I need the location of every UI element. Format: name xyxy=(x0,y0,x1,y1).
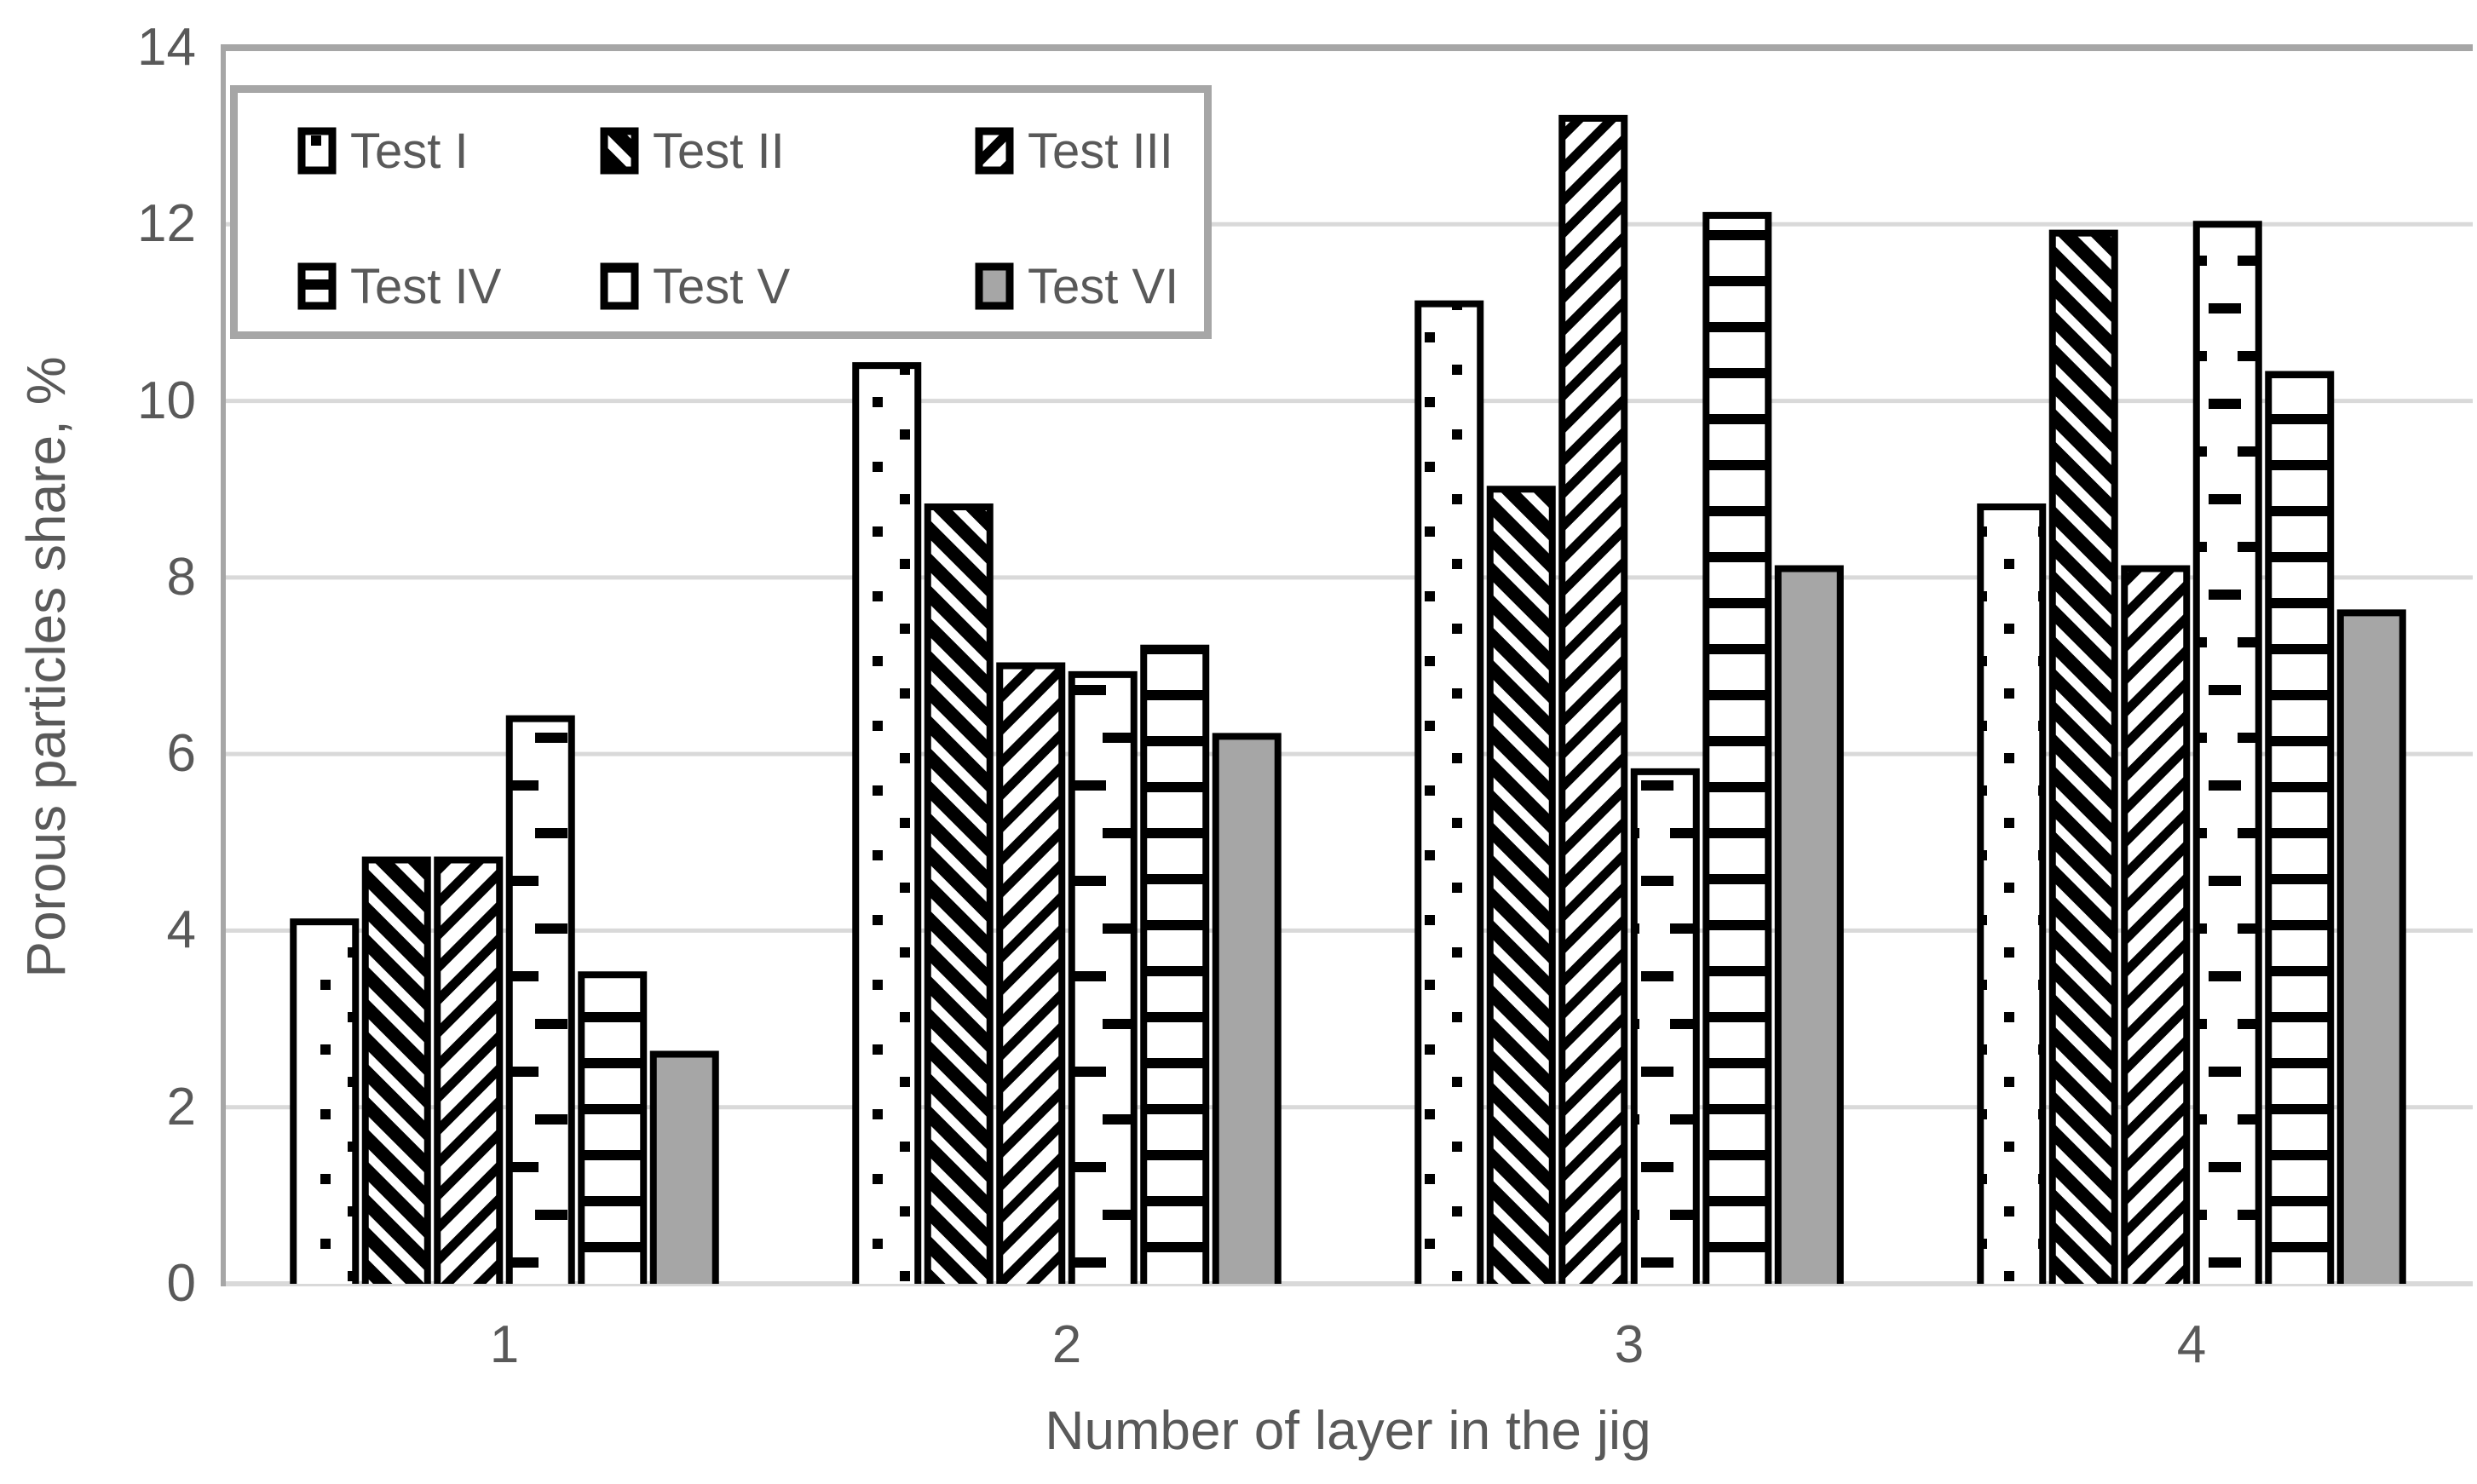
legend-swatch-dense-hatch-icon xyxy=(600,127,639,175)
bar-test-ii-layer-4 xyxy=(2048,229,2118,1284)
y-tick-label: 2 xyxy=(166,1077,196,1136)
legend-swatch-hlines-icon xyxy=(600,262,639,310)
bar-test-v-layer-3 xyxy=(1702,211,1772,1284)
x-tick-label: 3 xyxy=(1614,1315,1645,1374)
legend-item-test-iii: Test III xyxy=(975,123,1204,179)
bar-test-vi-layer-3 xyxy=(1774,565,1844,1284)
y-tick-label: 0 xyxy=(166,1254,196,1313)
y-tick-label: 4 xyxy=(166,900,196,960)
legend-item-test-v: Test V xyxy=(600,258,975,314)
bar-test-iii-layer-4 xyxy=(2121,565,2191,1284)
bar-test-vi-layer-4 xyxy=(2336,609,2406,1284)
bar-test-iv-layer-2 xyxy=(1068,670,1138,1284)
legend-label: Test VI xyxy=(1028,258,1179,314)
bar-test-iv-layer-3 xyxy=(1630,768,1700,1284)
bar-test-iii-layer-3 xyxy=(1558,114,1628,1284)
bar-test-i-layer-1 xyxy=(290,918,360,1284)
legend-label: Test II xyxy=(653,123,785,179)
y-tick-label: 14 xyxy=(137,18,196,77)
y-tick-label: 8 xyxy=(166,547,196,607)
legend-item-test-vi: Test VI xyxy=(975,258,1204,314)
legend-item-test-i: Test I xyxy=(297,123,600,179)
bar-test-i-layer-2 xyxy=(852,362,922,1284)
bar-test-iii-layer-1 xyxy=(434,856,504,1284)
x-axis-title: Number of layer in the jig xyxy=(1045,1400,1651,1461)
bar-test-i-layer-4 xyxy=(1977,503,2047,1284)
bar-test-vi-layer-2 xyxy=(1212,733,1282,1284)
legend-item-test-iv: Test IV xyxy=(297,258,600,314)
x-tick-label: 4 xyxy=(2176,1315,2207,1374)
legend-swatch-light-hatch-icon xyxy=(975,127,1014,175)
bar-test-vi-layer-1 xyxy=(649,1050,719,1284)
bar-test-v-layer-1 xyxy=(578,971,648,1284)
legend-swatch-dashes-icon xyxy=(297,262,337,310)
y-tick-label: 12 xyxy=(137,194,196,254)
bar-test-ii-layer-2 xyxy=(924,503,994,1284)
legend-label: Test V xyxy=(653,258,791,314)
bar-test-i-layer-3 xyxy=(1414,300,1484,1284)
bar-test-ii-layer-1 xyxy=(361,856,431,1284)
y-axis-title: Porous particles share, % xyxy=(15,356,77,978)
bar-test-ii-layer-3 xyxy=(1486,486,1556,1284)
bar-test-v-layer-2 xyxy=(1140,644,1210,1284)
bars-layer xyxy=(290,114,2406,1284)
legend-swatch-solid-gray-icon xyxy=(975,262,1014,310)
x-tick-label: 1 xyxy=(489,1315,520,1374)
x-tick-label: 2 xyxy=(1051,1315,1082,1374)
y-tick-label: 6 xyxy=(166,724,196,784)
y-tick-label: 10 xyxy=(137,371,196,430)
legend-label: Test IV xyxy=(350,258,502,314)
bar-test-iv-layer-1 xyxy=(505,715,575,1284)
legend-swatch-dots-icon xyxy=(297,127,337,175)
legend-label: Test III xyxy=(1028,123,1173,179)
legend-item-test-ii: Test II xyxy=(600,123,975,179)
bar-test-iii-layer-2 xyxy=(996,662,1066,1284)
legend: Test I Test II Test III Test IV Test V xyxy=(230,85,1212,339)
bar-test-iv-layer-4 xyxy=(2192,221,2262,1284)
bar-test-v-layer-4 xyxy=(2265,371,2335,1284)
legend-label: Test I xyxy=(350,123,469,179)
